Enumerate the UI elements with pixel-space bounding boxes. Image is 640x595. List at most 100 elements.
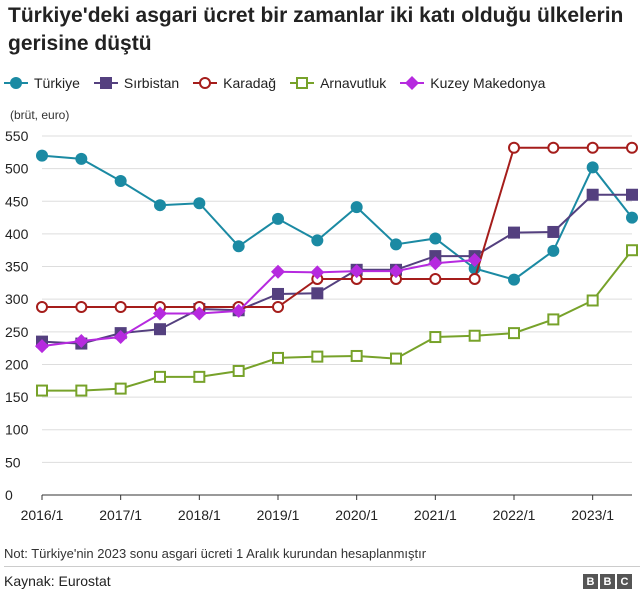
data-point (626, 244, 638, 257)
data-point (311, 350, 324, 363)
data-point (429, 331, 442, 344)
x-tick-label: 2022/1 (493, 507, 536, 523)
data-point (232, 364, 245, 377)
x-tick-label: 2018/1 (178, 507, 221, 523)
data-point (429, 250, 442, 263)
data-point (272, 351, 284, 364)
bbc-logo-letter: B (600, 574, 615, 589)
chart-title: Türkiye'deki asgari ücret bir zamanlar i… (8, 4, 624, 55)
y-tick-label: 300 (5, 291, 29, 307)
data-point (99, 77, 112, 89)
data-point (272, 212, 284, 225)
data-point (193, 370, 206, 383)
data-point (114, 175, 127, 188)
data-point (74, 333, 89, 348)
legend-item: Sırbistan (93, 75, 180, 91)
data-point (271, 264, 285, 279)
data-point (508, 327, 520, 340)
legend-label: Kuzey Makedonya (430, 75, 546, 91)
data-point (349, 264, 364, 279)
y-tick-label: 500 (5, 161, 29, 177)
x-tick-label: 2021/1 (414, 507, 457, 523)
x-tick-label: 2016/1 (21, 507, 64, 523)
data-point (586, 188, 599, 201)
bbc-logo-letter: B (583, 574, 598, 589)
data-point (390, 352, 402, 365)
series-line (41, 193, 632, 345)
data-point (192, 306, 207, 321)
x-tick-label: 2023/1 (571, 507, 614, 523)
data-point (75, 301, 88, 314)
data-point (390, 238, 402, 251)
data-point (154, 323, 166, 336)
data-point (36, 384, 48, 397)
data-point (114, 382, 127, 395)
x-tick-label: 2019/1 (257, 507, 300, 523)
y-tick-label: 550 (5, 128, 29, 144)
data-point (508, 273, 520, 286)
chart-source: Kaynak: Eurostat (4, 573, 111, 589)
legend-swatch (290, 77, 315, 89)
series-sırbistan (36, 188, 638, 350)
data-point (310, 265, 325, 280)
data-point (75, 384, 88, 397)
legend-item: Türkiye (4, 75, 80, 91)
legend-swatch (193, 77, 218, 89)
data-point (468, 272, 481, 285)
data-point (113, 330, 128, 345)
data-point (296, 77, 309, 89)
data-point (311, 287, 324, 300)
data-point (547, 225, 560, 238)
bbc-logo-letter: C (617, 574, 632, 589)
data-point (36, 149, 48, 162)
data-point (547, 244, 560, 257)
legend-label: Karadağ (223, 75, 277, 91)
data-point (114, 301, 127, 314)
y-tick-label: 350 (5, 259, 29, 275)
data-point (626, 211, 638, 224)
data-point (350, 201, 363, 214)
legend-item: Karadağ (193, 75, 276, 91)
chart-legend: Türkiye Sırbistan Karadağ Arnavutluk Kuzey M… (4, 72, 559, 94)
data-point (429, 272, 442, 285)
legend-item: Arnavutluk (290, 75, 386, 91)
y-tick-label: 150 (5, 389, 29, 405)
data-point (586, 141, 599, 154)
y-tick-label: 250 (5, 324, 29, 340)
data-point (10, 77, 22, 89)
data-point (468, 329, 481, 342)
legend-label: Sırbistan (123, 75, 180, 91)
series-karadağ (36, 141, 638, 314)
data-point (547, 313, 560, 326)
legend-item: Kuzey Makedonya (400, 75, 545, 91)
x-tick-label: 2020/1 (335, 507, 378, 523)
data-point (405, 76, 420, 90)
data-point (547, 141, 560, 154)
series-line (41, 154, 633, 281)
data-point (154, 370, 166, 383)
data-point (311, 234, 324, 247)
bbc-logo: B B C (581, 574, 632, 589)
series-kuzey-makedonya (35, 253, 482, 354)
data-point (272, 301, 284, 314)
legend-label: Arnavutluk (320, 75, 387, 91)
series-arnavutluk (36, 244, 638, 397)
data-point (389, 264, 403, 279)
data-point (35, 339, 49, 354)
legend-swatch (93, 77, 118, 89)
data-point (586, 294, 599, 307)
legend-swatch (400, 76, 425, 90)
series-line (42, 146, 632, 309)
y-tick-label: 100 (5, 422, 29, 438)
data-point (626, 188, 638, 201)
footer-divider (4, 566, 640, 567)
data-point (508, 226, 520, 239)
series-line (41, 259, 475, 348)
y-axis-unit-label: (brüt, euro) (10, 108, 70, 122)
y-tick-label: 50 (5, 454, 21, 470)
data-point (429, 232, 442, 245)
data-point (36, 301, 48, 314)
data-point (467, 253, 482, 268)
data-point (586, 161, 599, 174)
data-point (75, 152, 88, 165)
